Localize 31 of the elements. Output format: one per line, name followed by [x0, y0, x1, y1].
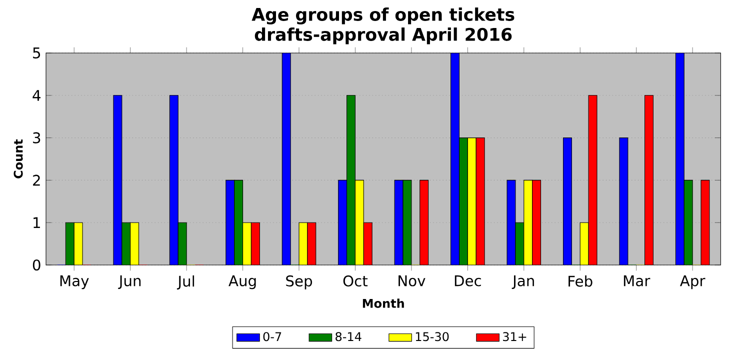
bar	[458, 138, 468, 265]
legend-label: 31+	[503, 332, 526, 342]
x-tick-label: Jun	[118, 275, 141, 290]
chart-title: Age groups of open tickets	[252, 8, 514, 24]
bar	[65, 222, 74, 265]
y-tick-label: 4	[32, 90, 40, 101]
x-tick-label: Nov	[398, 275, 426, 286]
y-tick-label: 5	[33, 48, 40, 58]
legend-label: 8-14	[336, 332, 362, 342]
legend-label: 0-7	[263, 332, 282, 342]
bar	[346, 95, 356, 265]
x-tick-label: Aug	[228, 275, 256, 290]
x-tick-label: Jan	[512, 275, 534, 290]
x-tick-label: May	[60, 275, 89, 290]
x-tick-label: Dec	[454, 275, 481, 286]
x-tick-label: Oct	[343, 275, 368, 286]
x-tick-label: Sep	[286, 275, 312, 290]
x-axis-title: Month	[362, 298, 404, 308]
x-tick-label: Feb	[568, 275, 592, 287]
x-tick-label: Jul	[176, 275, 194, 290]
y-axis-title: Count	[14, 139, 23, 178]
y-tick-label: 0	[32, 259, 40, 271]
x-tick-label: Apr	[680, 275, 706, 290]
y-tick-label: 3	[33, 132, 40, 144]
y-tick-label: 2	[33, 174, 40, 186]
bar	[122, 222, 131, 265]
legend-label: 15-30	[416, 332, 449, 342]
x-tick-label: Mar	[624, 275, 650, 286]
y-tick-label: 1	[34, 217, 40, 228]
chart-subtitle: drafts-approval April 2016	[254, 28, 512, 44]
bar	[234, 180, 244, 265]
